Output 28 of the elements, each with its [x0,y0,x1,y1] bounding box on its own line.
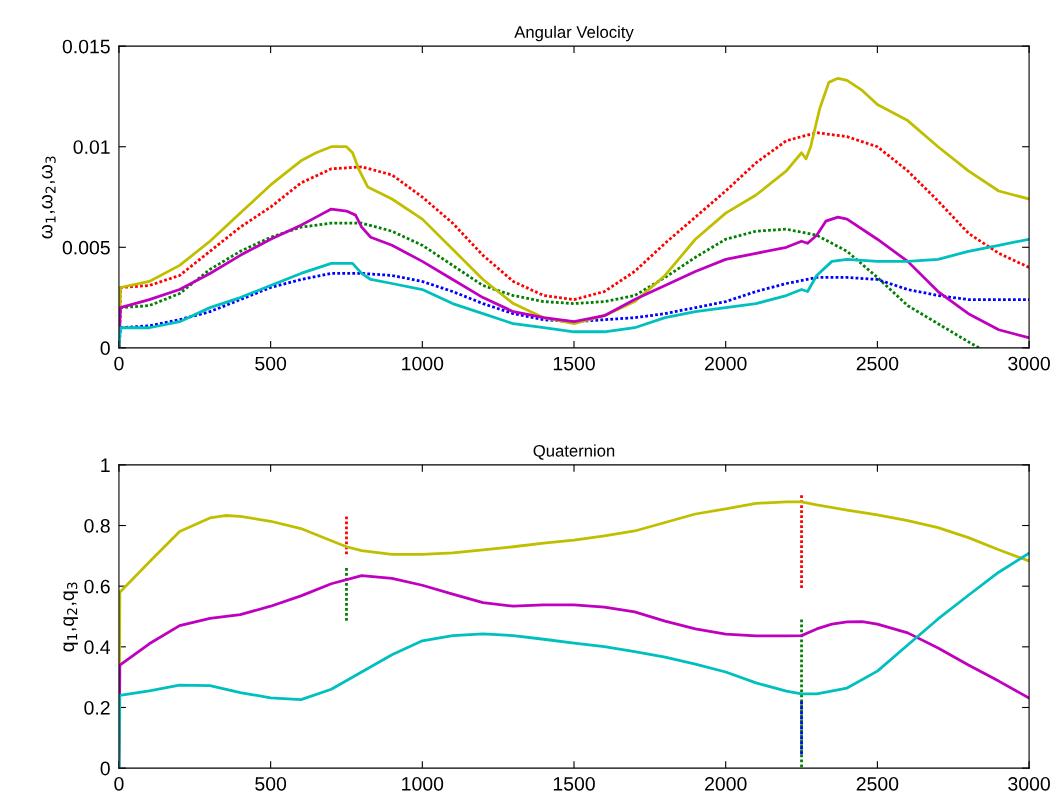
x-tick-label: 1500 [553,356,595,371]
x-tick-label: 2000 [705,356,747,371]
x-tick-label: 1000 [402,776,444,791]
x-tick-label: 0 [114,356,124,371]
y-tick-label: 0.8 [84,518,110,533]
y-tick-label: 0.005 [62,240,110,255]
x-tick-label: 500 [255,776,287,791]
chart-title: Angular Velocity [514,25,634,42]
y-tick-label: 0.4 [84,640,111,655]
x-tick-label: 2500 [856,776,899,791]
x-tick-label: 0 [114,776,124,791]
y-tick-label: 0.2 [84,700,110,715]
y-tick-label: 0.015 [62,39,110,54]
x-tick-label: 500 [255,356,287,371]
x-tick-label: 2000 [705,776,747,791]
y-tick-label: 0.6 [84,579,110,594]
x-tick-label: 3000 [1008,776,1050,791]
chart-title: Quaternion [533,444,615,460]
x-tick-label: 1000 [402,356,444,371]
y-tick-label: 0 [100,341,110,356]
x-tick-label: 2500 [856,356,899,371]
y-tick-label: 1 [101,458,110,472]
y-axis-title: q$_{1}$,q$_{2}$,q$_{3}$ [63,582,78,652]
x-tick-label: 1500 [553,776,595,791]
y-tick-label: 0.01 [73,140,110,154]
x-tick-label: 3000 [1008,356,1050,371]
y-axis-title: ω$_{1}$,ω$_{2}$,ω$_{3}$ [41,156,56,239]
y-tick-label: 0 [100,761,110,776]
